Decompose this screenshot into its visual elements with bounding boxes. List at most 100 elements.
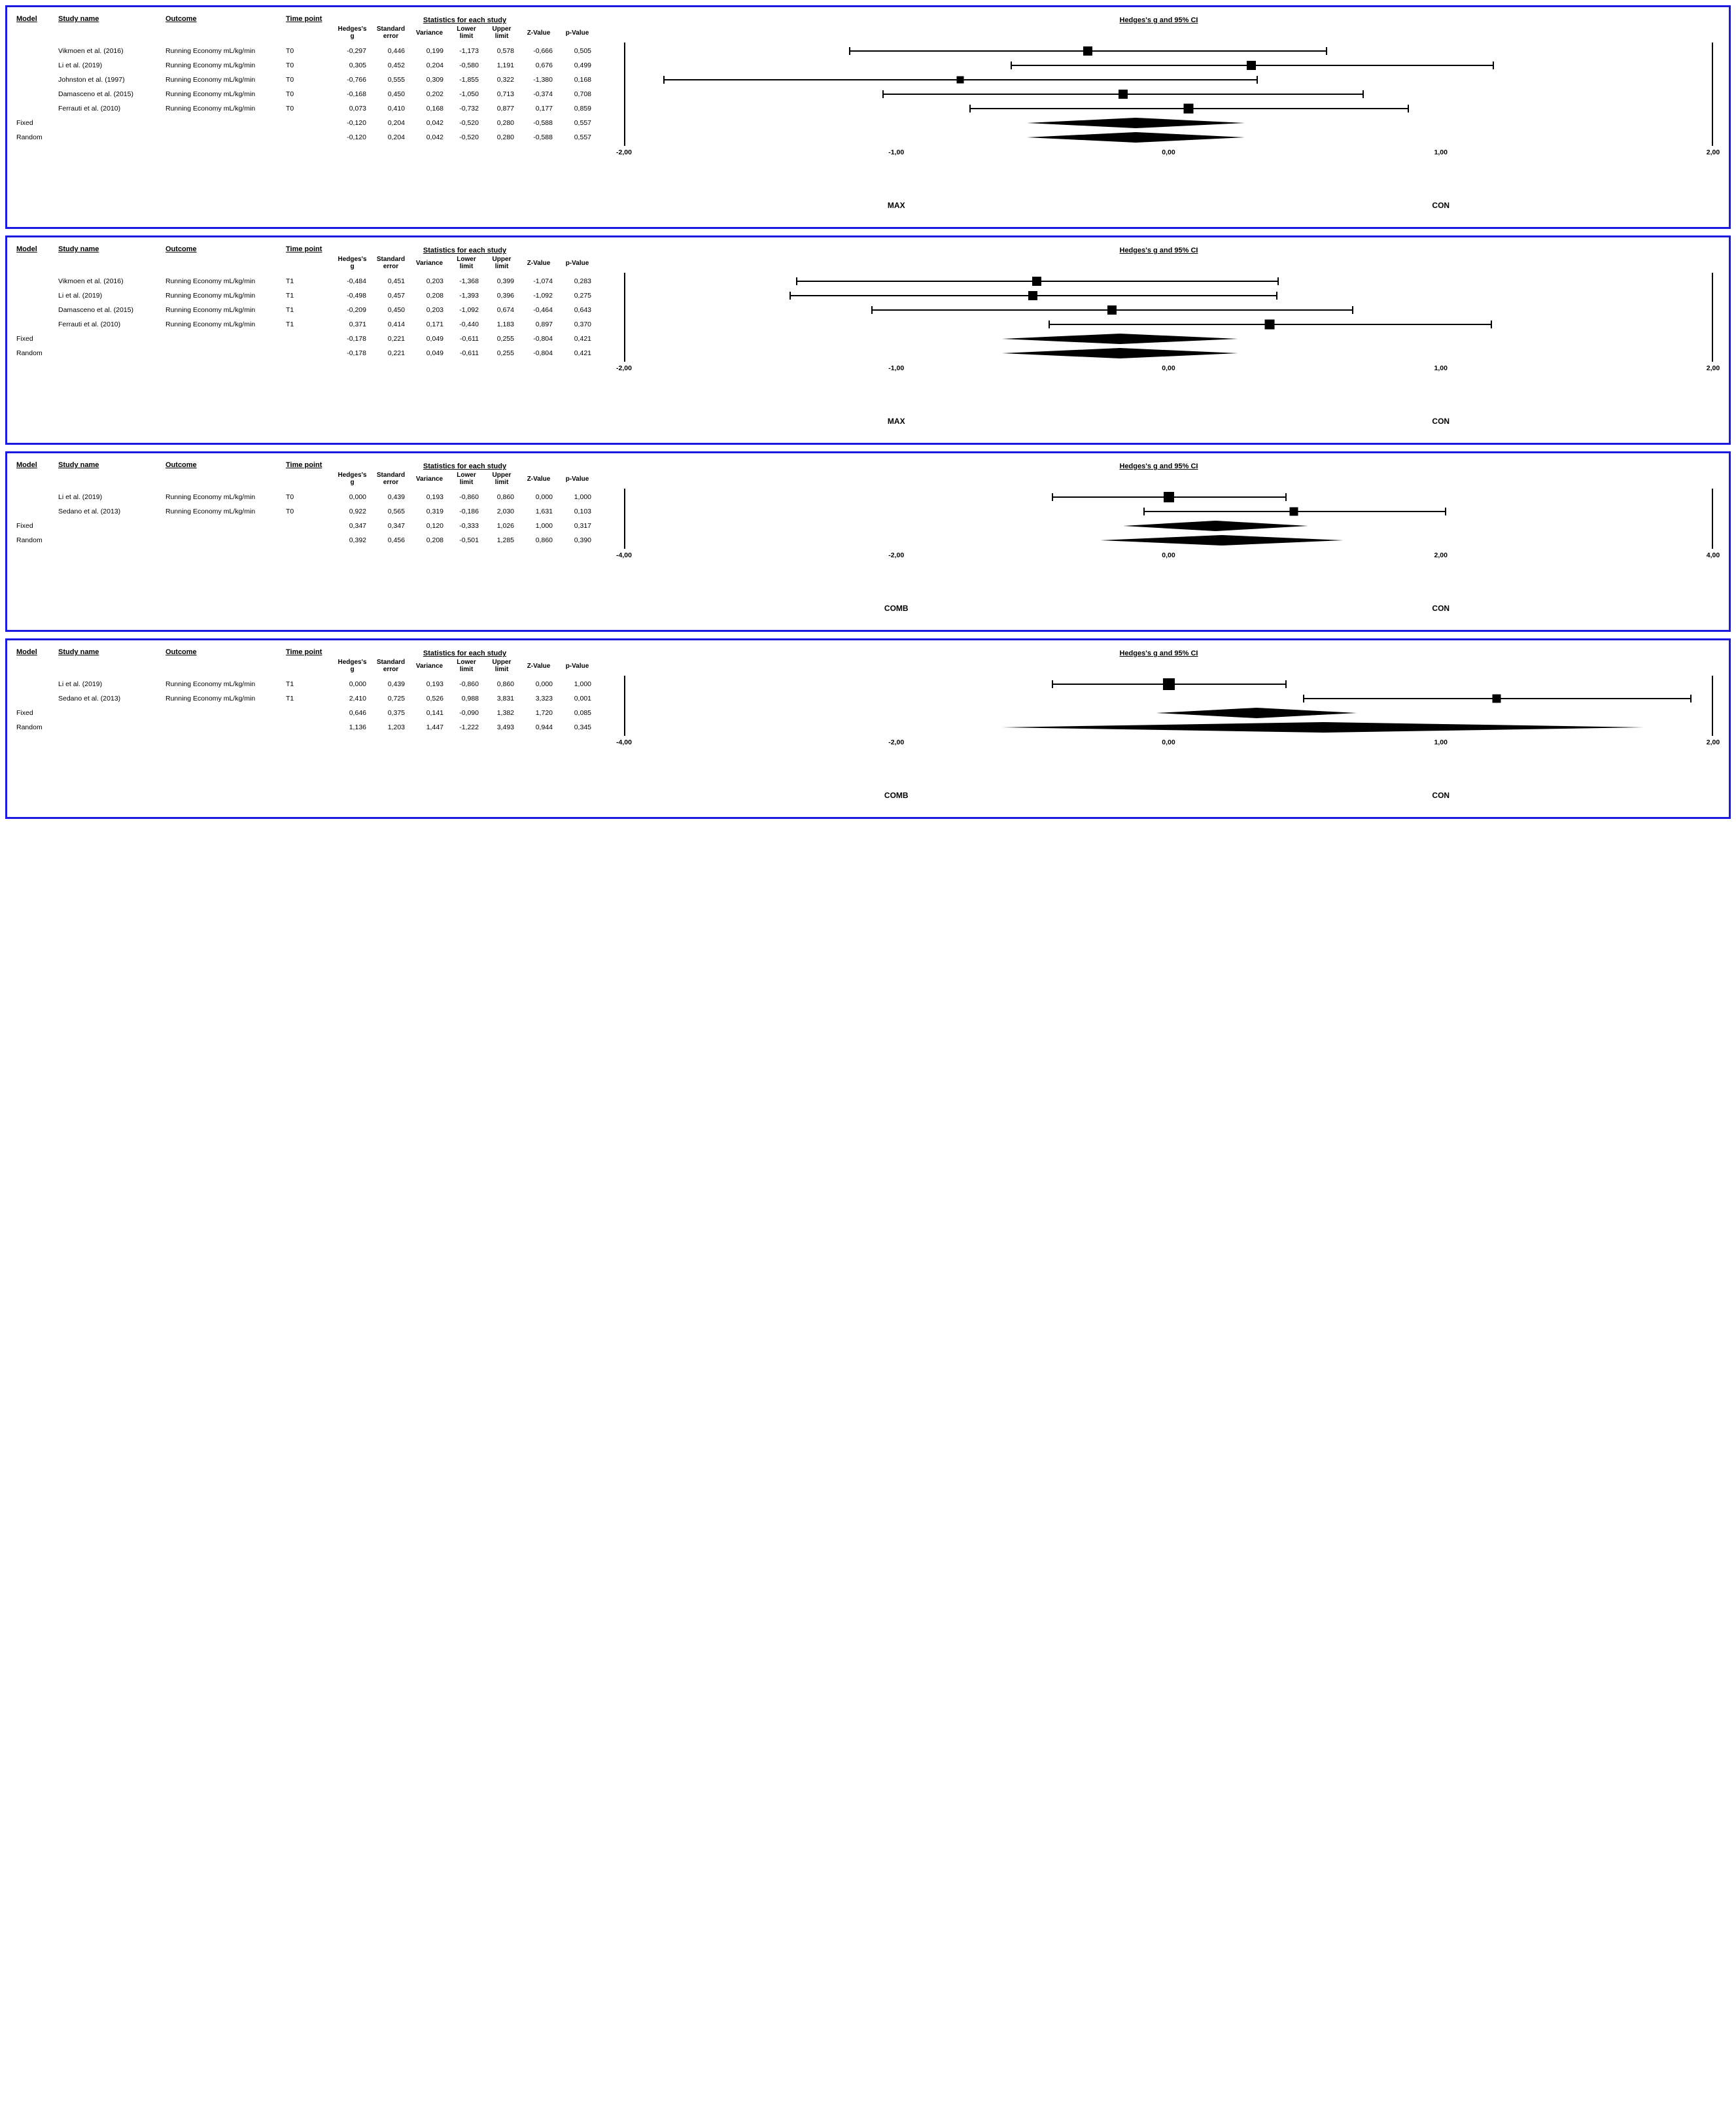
val-hi: 3,831 <box>485 692 518 705</box>
effect-square <box>1107 305 1117 315</box>
model-label: Fixed <box>16 706 56 720</box>
val-hedges: 2,410 <box>334 692 370 705</box>
val-var: 0,193 <box>411 491 447 504</box>
val-p: 0,643 <box>559 304 595 317</box>
val-hedges: -0,120 <box>334 116 370 130</box>
val-hi: 0,860 <box>485 678 518 691</box>
col-study: Study name <box>58 245 163 256</box>
plot-cell <box>598 533 1720 547</box>
study-name: Ferrauti et al. (2010) <box>58 102 163 115</box>
val-var: 0,208 <box>411 289 447 302</box>
val-se: 0,725 <box>373 692 409 705</box>
axis-tick: -1,00 <box>888 364 904 372</box>
val-se: 0,456 <box>373 534 409 547</box>
effect-square <box>1183 104 1193 114</box>
col-z: Z-Value <box>521 476 557 487</box>
val-z: 0,897 <box>521 318 557 331</box>
effect-diamond <box>1002 334 1238 344</box>
val-se: 0,204 <box>373 116 409 130</box>
forest-row: Li et al. (2019)Running Economy mL/kg/mi… <box>16 288 1720 303</box>
timepoint: T0 <box>286 44 332 58</box>
val-hedges: 0,392 <box>334 534 370 547</box>
axis-row: -4,00-2,000,002,004,00 <box>16 551 1720 570</box>
val-se: 0,375 <box>373 706 409 720</box>
header-row-2: Hedges'sgStandarderrorVarianceLowerlimit… <box>16 472 1720 490</box>
forest-row: Ferrauti et al. (2010)Running Economy mL… <box>16 317 1720 332</box>
val-p: 0,421 <box>559 347 595 360</box>
col-model: Model <box>16 15 56 26</box>
val-p: 0,345 <box>559 721 595 734</box>
val-hedges: -0,168 <box>334 88 370 101</box>
forest-plot-panel: ModelStudy nameOutcomeTime pointStatisti… <box>5 451 1731 632</box>
val-se: 0,565 <box>373 505 409 518</box>
study-name: Damasceno et al. (2015) <box>58 88 163 101</box>
plot-cell <box>598 101 1720 116</box>
val-hi: 0,877 <box>485 102 518 115</box>
forest-row: Li et al. (2019)Running Economy mL/kg/mi… <box>16 677 1720 691</box>
model-label: Random <box>16 534 56 547</box>
val-hi: 0,399 <box>485 275 518 288</box>
val-z: -0,804 <box>521 347 557 360</box>
axis-tick: -2,00 <box>888 738 904 746</box>
col-p: p-Value <box>559 476 595 487</box>
val-var: 0,526 <box>411 692 447 705</box>
model-label: Random <box>16 131 56 144</box>
col-z: Z-Value <box>521 260 557 271</box>
label-row: COMBCON <box>16 789 1720 808</box>
val-z: 0,944 <box>521 721 557 734</box>
val-hi: 0,322 <box>485 73 518 86</box>
val-var: 0,168 <box>411 102 447 115</box>
effect-square <box>1083 46 1092 56</box>
val-z: 1,631 <box>521 505 557 518</box>
label-row: COMBCON <box>16 602 1720 621</box>
study-name: Johnston et al. (1997) <box>58 73 163 86</box>
val-hedges: -0,178 <box>334 347 370 360</box>
col-z: Z-Value <box>521 663 557 674</box>
axis-left-label: COMB <box>884 791 909 800</box>
val-hi: 0,255 <box>485 332 518 345</box>
val-hi: 1,382 <box>485 706 518 720</box>
val-hedges: 0,922 <box>334 505 370 518</box>
val-hi: 1,191 <box>485 59 518 72</box>
col-study: Study name <box>58 461 163 472</box>
plot-cell <box>598 504 1720 519</box>
forest-row: Random-0,1200,2040,042-0,5200,280-0,5880… <box>16 130 1720 145</box>
col-ci-group: Hedges's g and 95% CI <box>598 247 1720 254</box>
val-hi: 0,860 <box>485 491 518 504</box>
val-p: 1,000 <box>559 491 595 504</box>
col-stats-group: Statistics for each study <box>334 247 595 254</box>
val-hi: 3,493 <box>485 721 518 734</box>
header-row-1: ModelStudy nameOutcomeTime pointStatisti… <box>16 648 1720 659</box>
val-hi: 0,396 <box>485 289 518 302</box>
col-model: Model <box>16 245 56 256</box>
col-hedges: Hedges'sg <box>334 659 370 677</box>
plot-cell <box>598 720 1720 735</box>
val-var: 0,199 <box>411 44 447 58</box>
val-se: 0,204 <box>373 131 409 144</box>
model-label: Fixed <box>16 519 56 532</box>
val-se: 0,450 <box>373 88 409 101</box>
val-se: 0,439 <box>373 491 409 504</box>
forest-row: Ferrauti et al. (2010)Running Economy mL… <box>16 101 1720 116</box>
val-z: 1,720 <box>521 706 557 720</box>
val-lo: -0,520 <box>450 116 483 130</box>
plot-cell <box>598 303 1720 317</box>
val-z: 0,177 <box>521 102 557 115</box>
axis-tick: 0,00 <box>1162 738 1175 746</box>
plot-cell <box>598 490 1720 504</box>
val-lo: -0,860 <box>450 491 483 504</box>
col-model: Model <box>16 461 56 472</box>
col-p: p-Value <box>559 29 595 41</box>
val-lo: -1,173 <box>450 44 483 58</box>
study-name: Vikmoen et al. (2016) <box>58 275 163 288</box>
effect-diamond <box>1002 348 1238 358</box>
col-timepoint: Time point <box>286 15 332 26</box>
val-hi: 0,255 <box>485 347 518 360</box>
val-p: 0,317 <box>559 519 595 532</box>
val-hi: 0,280 <box>485 116 518 130</box>
effect-square <box>1119 90 1128 99</box>
plot-cell <box>598 130 1720 145</box>
col-stats-group: Statistics for each study <box>334 16 595 24</box>
val-p: 0,499 <box>559 59 595 72</box>
effect-diamond <box>1100 535 1344 546</box>
